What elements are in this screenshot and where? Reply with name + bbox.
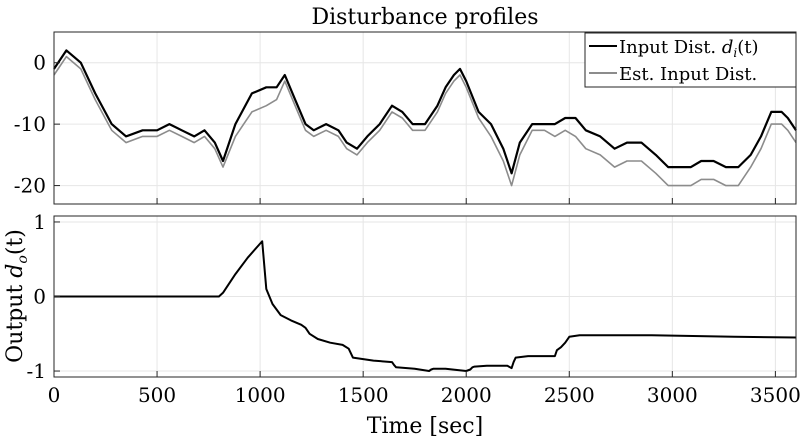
bottom-series-group bbox=[54, 240, 797, 372]
bottom-series-1-line bbox=[54, 240, 797, 372]
bottom-x-ticks: 0 500 1000 1500 2000 2500 3000 3500 bbox=[48, 371, 801, 407]
bottom-y-tick-label: 1 bbox=[33, 210, 46, 234]
legend-box bbox=[584, 32, 797, 88]
bottom-y-tick-label: 0 bbox=[33, 285, 46, 309]
bottom-panel: 10-1 0 500 1000 1500 2000 2500 3000 3500 Time [… bbox=[3, 210, 801, 439]
x-tick-label: 2500 bbox=[544, 383, 595, 407]
top-y-tick-label: -10 bbox=[14, 112, 46, 136]
x-tick-label: 2000 bbox=[441, 383, 492, 407]
x-tick-label: 0 bbox=[48, 383, 61, 407]
x-tick-label: 3500 bbox=[750, 383, 801, 407]
top-series-1-line bbox=[53, 49, 797, 175]
x-tick-label: 1500 bbox=[338, 383, 389, 407]
bottom-y-ticks: 1 0 -1 bbox=[27, 210, 60, 383]
top-y-tick-label: 0 bbox=[33, 51, 46, 75]
bottom-y-tick-label: -1 bbox=[27, 359, 46, 383]
top-axes-frame bbox=[53, 31, 797, 205]
legend-label-est-input-dist: Est. Input Dist. bbox=[619, 64, 757, 85]
top-series-2-line bbox=[53, 55, 797, 187]
legend-label-input-dist: Input Dist. di(t) bbox=[619, 37, 759, 60]
top-y-tick-label: -20 bbox=[14, 174, 46, 198]
legend[interactable]: Input Dist. di(t) Est. Input Dist. bbox=[584, 32, 797, 88]
top-title: Disturbance profiles bbox=[311, 5, 538, 30]
top-series-group bbox=[53, 49, 797, 187]
x-tick-label: 3000 bbox=[647, 383, 698, 407]
top-panel: 0 -10 -20 Disturbance profiles Input Dist.… bbox=[14, 5, 797, 205]
top-y-ticks: 0 -10 -20 bbox=[14, 51, 776, 204]
x-tick-label: 500 bbox=[138, 383, 176, 407]
x-tick-label: 1000 bbox=[235, 383, 286, 407]
x-axis-label: Time [sec] bbox=[367, 414, 483, 439]
y-axis-label-bottom: Output do(t) bbox=[3, 229, 31, 363]
